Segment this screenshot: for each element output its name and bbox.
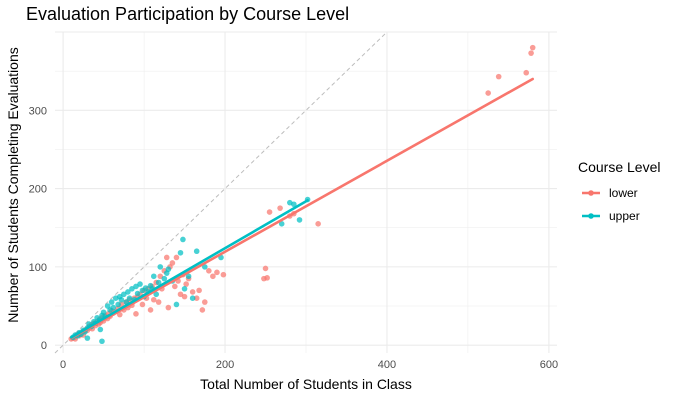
point-lower	[147, 307, 154, 313]
grid	[55, 31, 557, 353]
point-upper	[185, 273, 192, 280]
legend-label-lower: lower	[609, 186, 638, 200]
point-lower	[523, 69, 530, 76]
point-upper	[115, 301, 121, 308]
point-lower	[277, 205, 283, 211]
point-upper	[150, 273, 157, 280]
point-upper	[189, 295, 196, 301]
x-tick-label: 400	[378, 359, 396, 371]
point-upper	[193, 248, 200, 255]
legend: Course Level lower upper	[578, 159, 661, 223]
point-lower	[163, 254, 170, 261]
point-upper	[180, 236, 186, 243]
point-lower	[199, 307, 206, 313]
point-lower	[172, 283, 178, 290]
point-lower	[133, 311, 139, 317]
point-lower	[201, 299, 208, 305]
point-lower	[495, 73, 502, 80]
fit-lines	[69, 77, 535, 340]
point-upper	[121, 291, 127, 298]
x-tick-label: 600	[540, 359, 558, 371]
point-lower	[220, 271, 227, 278]
point-lower	[150, 296, 157, 303]
point-upper	[161, 275, 168, 282]
point-upper	[84, 335, 91, 341]
point-upper	[157, 264, 164, 270]
point-upper	[278, 221, 285, 227]
point-lower	[139, 301, 146, 308]
point-upper	[100, 309, 107, 316]
point-lower	[266, 209, 273, 215]
reference-line	[54, 31, 388, 354]
fit-line-lower	[69, 77, 535, 340]
point-upper	[126, 295, 133, 301]
point-lower	[173, 254, 180, 261]
point-upper	[173, 301, 180, 308]
legend-key-point-upper	[588, 213, 594, 219]
y-tick-labels: 0 100 200 300	[29, 105, 47, 352]
x-tick-label: 200	[216, 359, 234, 371]
x-axis-title: Total Number of Students in Class	[200, 376, 412, 392]
point-lower	[157, 273, 164, 280]
point-lower	[485, 90, 491, 96]
point-upper	[165, 266, 172, 273]
y-tick-label: 0	[41, 340, 47, 352]
point-upper	[99, 338, 105, 345]
point-lower	[177, 291, 184, 298]
point-upper	[153, 291, 160, 298]
y-axis-title: Number of Students Completing Evaluation…	[5, 47, 21, 322]
point-upper	[137, 281, 143, 287]
fit-line-upper	[69, 199, 309, 339]
point-upper	[118, 296, 125, 303]
point-upper	[181, 286, 188, 292]
point-lower	[189, 289, 196, 295]
y-tick-label: 300	[29, 105, 47, 117]
point-lower	[206, 267, 212, 274]
point-lower	[193, 295, 200, 301]
point-upper	[97, 326, 104, 333]
point-upper	[296, 217, 303, 223]
legend-title: Course Level	[578, 159, 661, 175]
point-lower	[116, 311, 123, 318]
point-upper	[133, 283, 139, 290]
point-upper	[134, 290, 141, 297]
point-upper	[291, 201, 297, 208]
point-lower	[262, 265, 269, 272]
y-tick-label: 100	[29, 262, 47, 274]
x-tick-label: 0	[60, 359, 66, 371]
point-upper	[177, 249, 184, 256]
legend-key-point-lower	[588, 190, 594, 196]
point-upper	[108, 299, 115, 305]
point-upper	[155, 279, 162, 286]
point-lower	[165, 304, 172, 311]
point-lower	[181, 293, 188, 300]
point-upper	[201, 264, 208, 270]
point-lower	[529, 44, 536, 51]
point-lower	[183, 281, 189, 287]
x-tick-labels: 0 200 400 600	[60, 359, 558, 371]
point-lower	[196, 287, 202, 294]
point-lower	[528, 50, 534, 56]
legend-label-upper: upper	[609, 209, 640, 223]
point-lower	[210, 273, 216, 280]
point-lower	[155, 299, 162, 305]
point-lower	[264, 275, 270, 281]
y-tick-label: 200	[29, 184, 47, 196]
point-lower	[214, 269, 220, 276]
identity-reference-line	[54, 31, 388, 354]
point-upper	[110, 304, 117, 311]
point-upper	[129, 286, 135, 292]
point-lower	[315, 221, 321, 227]
chart-title: Evaluation Participation by Course Level	[26, 4, 349, 24]
point-lower	[169, 260, 176, 266]
point-upper	[125, 289, 131, 295]
